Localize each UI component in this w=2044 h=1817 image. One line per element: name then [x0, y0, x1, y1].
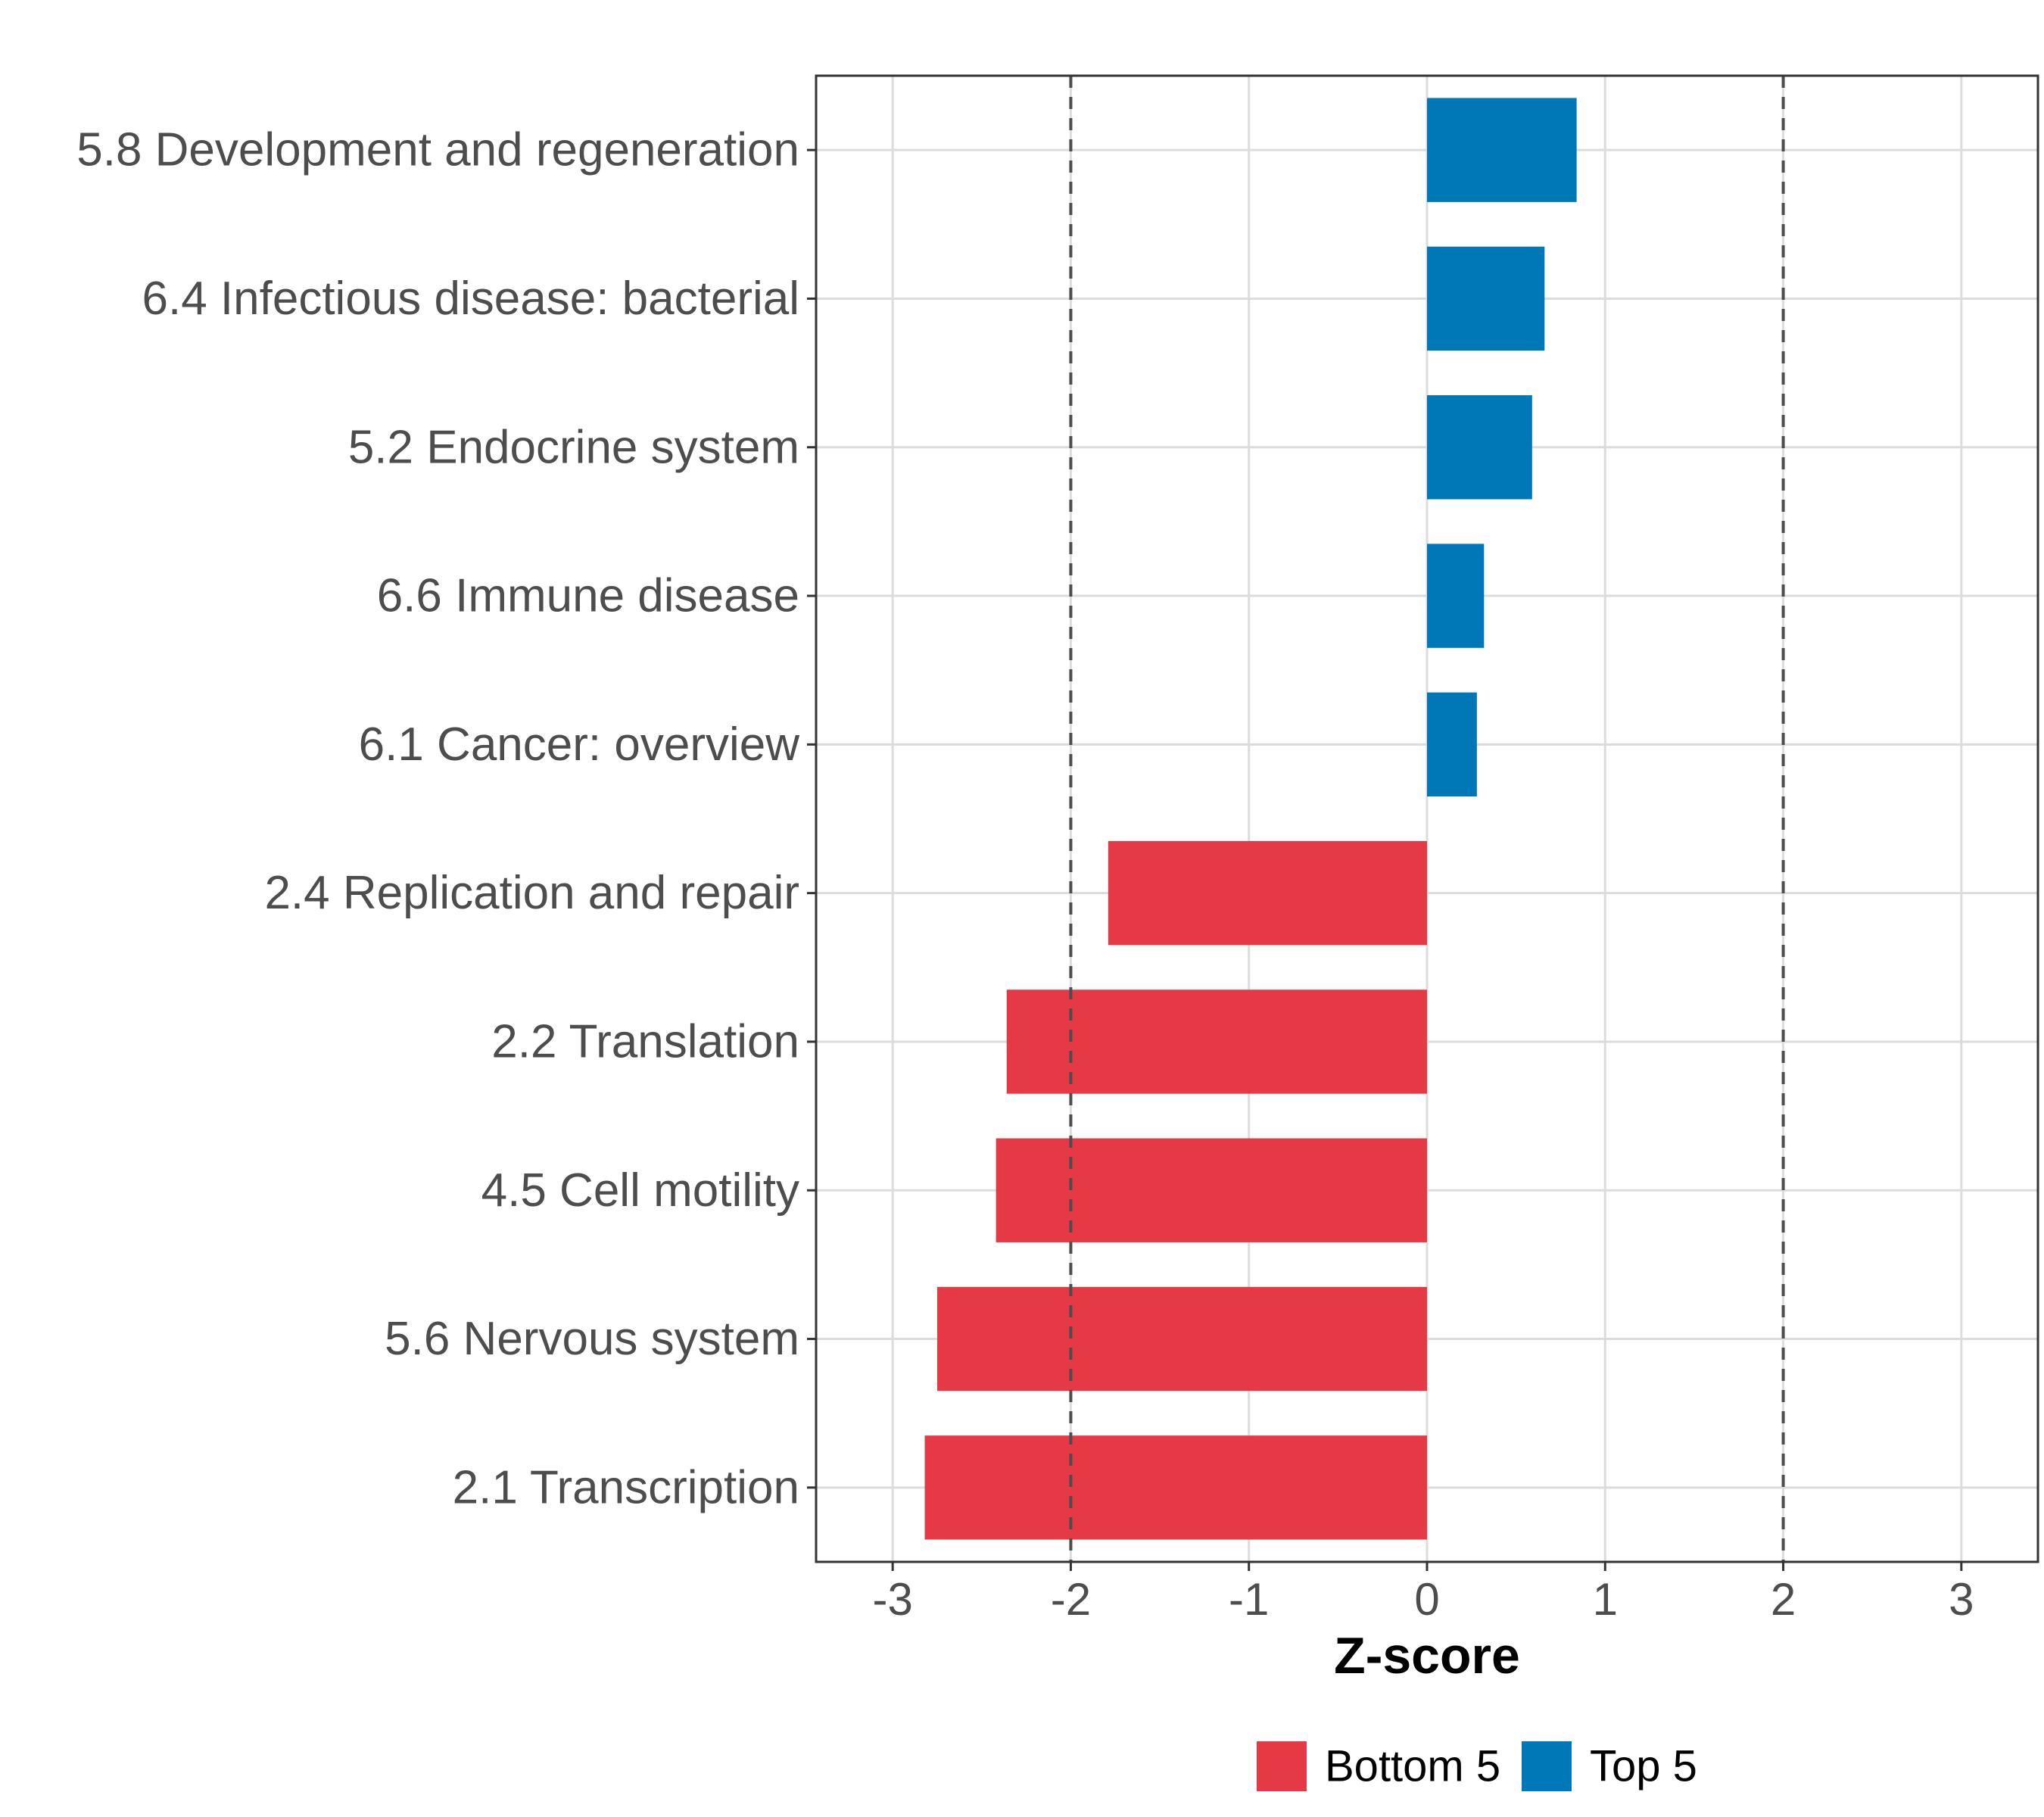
category-label: 2.4 Replication and repair: [264, 867, 799, 919]
category-label: 6.6 Immune disease: [377, 570, 799, 622]
bar: [936, 1286, 1427, 1392]
bar: [1427, 98, 1577, 202]
bar: [996, 1138, 1427, 1242]
x-tick-label: -3: [872, 1574, 912, 1625]
reference-lines: [1069, 76, 1785, 1562]
x-axis: -3 -2 -1 0 1 2 3: [872, 1562, 1974, 1625]
legend-swatch: [1522, 1741, 1572, 1791]
category-label: 6.1 Cancer: overview: [359, 718, 800, 771]
bar: [1006, 990, 1427, 1094]
category-label: 2.2 Translation: [491, 1015, 799, 1067]
legend: Bottom 5 Top 5: [1257, 1741, 1697, 1791]
category-label: 5.6 Nervous system: [385, 1313, 799, 1365]
x-tick-label: 3: [1949, 1574, 1974, 1625]
legend-label: Bottom 5: [1325, 1742, 1500, 1791]
x-axis-title: Z-score: [1334, 1627, 1520, 1685]
category-label: 5.8 Development and regeneration: [76, 124, 799, 176]
x-tick-label: -2: [1051, 1574, 1091, 1625]
legend-label: Top 5: [1590, 1742, 1697, 1791]
x-tick-label: -1: [1229, 1574, 1269, 1625]
bar: [1427, 395, 1532, 500]
x-tick-label: 1: [1593, 1574, 1618, 1625]
category-label: 4.5 Cell motility: [481, 1164, 799, 1217]
x-tick-label: 2: [1771, 1574, 1796, 1625]
bar: [1108, 840, 1427, 946]
legend-swatch: [1257, 1741, 1307, 1791]
category-label: 5.2 Endocrine system: [348, 421, 799, 473]
bar: [924, 1435, 1427, 1540]
category-label: 6.4 Infectious disease: bacterial: [142, 273, 799, 325]
x-tick-label: 0: [1414, 1574, 1439, 1625]
category-label: 2.1 Transcription: [453, 1461, 799, 1513]
bar: [1427, 246, 1545, 351]
y-axis: 5.8 Development and regeneration 6.4 Infe…: [76, 124, 816, 1513]
bar: [1427, 544, 1485, 648]
bar: [1427, 692, 1477, 797]
bars: [924, 98, 1577, 1540]
